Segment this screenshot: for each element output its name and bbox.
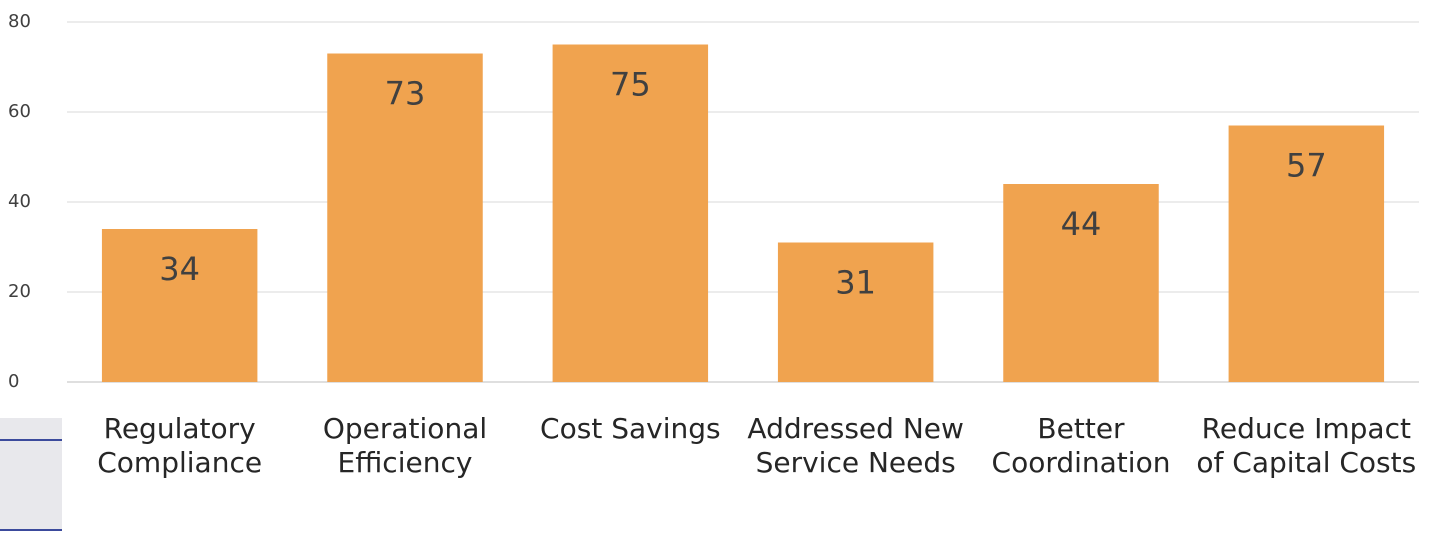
- data-label: 75: [610, 66, 651, 104]
- bar: [552, 44, 709, 382]
- y-tick-label: 80: [8, 11, 31, 32]
- bar: [777, 242, 934, 382]
- y-tick-label: 60: [8, 101, 31, 122]
- bar: [327, 53, 483, 382]
- y-tick-label: 40: [8, 191, 31, 212]
- decoration: [0, 418, 62, 530]
- data-label: 34: [159, 250, 200, 288]
- bar: [1003, 184, 1159, 382]
- x-tick-label: Regulatory Compliance: [97, 412, 263, 479]
- data-label: 31: [835, 264, 876, 302]
- data-label: 73: [385, 75, 426, 113]
- x-tick-label: Reduce Impact of Capital Costs: [1196, 412, 1417, 479]
- x-tick-label: Better Coordination: [991, 412, 1171, 479]
- bar: [1228, 125, 1385, 382]
- x-tick-label: Addressed New Service Needs: [747, 412, 964, 479]
- data-label: 44: [1061, 205, 1102, 243]
- x-tick-label: Cost Savings: [540, 412, 721, 445]
- bar: [101, 229, 258, 382]
- data-label: 57: [1286, 147, 1327, 185]
- y-tick-label: 0: [8, 371, 19, 392]
- y-tick-label: 20: [8, 281, 31, 302]
- x-tick-label: Operational Efficiency: [322, 412, 488, 479]
